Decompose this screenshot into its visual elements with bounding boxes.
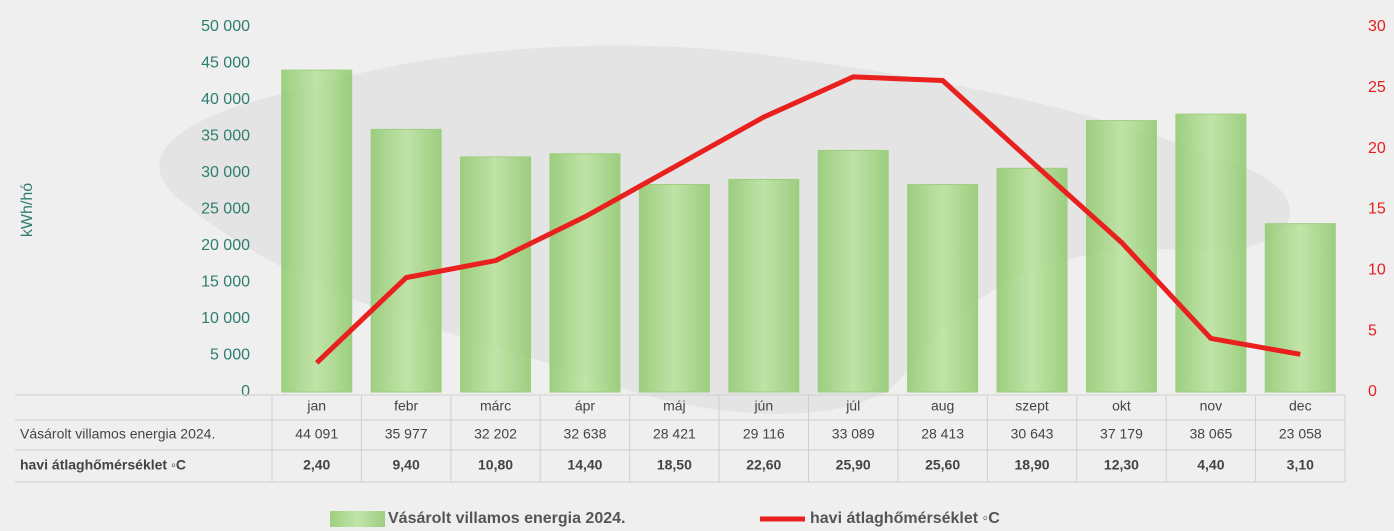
x-tick-label: márc (480, 398, 511, 414)
table-row-header: Vásárolt villamos energia 2024. (20, 426, 215, 442)
x-tick-label: dec (1289, 398, 1312, 414)
y-tick-label: 50 000 (201, 18, 250, 35)
data-label: 25,90 (836, 457, 871, 473)
bar (1175, 113, 1247, 393)
data-label: 32 202 (474, 426, 517, 442)
data-label: 9,40 (393, 457, 420, 473)
data-label: 32 638 (564, 426, 607, 442)
data-label: 14,40 (567, 457, 602, 473)
y-tick-label: 15 000 (201, 274, 250, 291)
x-tick-label: ápr (575, 398, 596, 414)
x-tick-label: szept (1015, 398, 1049, 414)
y2-tick-label: 15 (1368, 201, 1386, 218)
bar (549, 153, 621, 393)
bar (638, 184, 710, 393)
data-label: 18,50 (657, 457, 692, 473)
data-label: 23 058 (1279, 426, 1322, 442)
bar (728, 178, 800, 393)
legend-label: havi átlaghőmérséklet ◦C (810, 510, 1000, 527)
data-label: 38 065 (1189, 426, 1232, 442)
legend-swatch (330, 511, 385, 527)
bar (1264, 223, 1336, 393)
data-label: 44 091 (295, 426, 338, 442)
data-label: 12,30 (1104, 457, 1139, 473)
y2-tick-label: 5 (1368, 322, 1377, 339)
data-label: 30 643 (1011, 426, 1054, 442)
x-tick-label: máj (663, 398, 686, 414)
legend-label: Vásárolt villamos energia 2024. (388, 510, 625, 527)
y-tick-label: 35 000 (201, 128, 250, 145)
bar (996, 167, 1068, 393)
data-label: 35 977 (385, 426, 428, 442)
data-label: 37 179 (1100, 426, 1143, 442)
data-label: 29 116 (743, 426, 785, 442)
x-tick-label: jan (306, 398, 326, 414)
y-tick-label: 20 000 (201, 237, 250, 254)
data-label: 22,60 (746, 457, 781, 473)
bar (460, 156, 532, 393)
line (314, 74, 1301, 365)
x-tick-label: okt (1112, 398, 1131, 414)
y-tick-label: 45 000 (201, 55, 250, 72)
data-label: 4,40 (1197, 457, 1224, 473)
data-label: 28 413 (921, 426, 964, 442)
x-tick-label: febr (394, 398, 418, 414)
y-tick-label: 0 (241, 383, 250, 400)
bar (1085, 120, 1157, 393)
y-tick-label: 5 000 (210, 347, 250, 364)
y-tick-label: 40 000 (201, 91, 250, 108)
x-tick-label: júl (845, 398, 860, 414)
y2-tick-label: 25 (1368, 79, 1386, 96)
data-label: 3,10 (1287, 457, 1314, 473)
x-tick-label: nov (1200, 398, 1223, 414)
x-tick-label: aug (931, 398, 954, 414)
data-label: 18,90 (1015, 457, 1050, 473)
data-label: 33 089 (832, 426, 875, 442)
data-label: 25,60 (925, 457, 960, 473)
y2-tick-label: 30 (1368, 18, 1386, 35)
data-label: 10,80 (478, 457, 513, 473)
bar (907, 184, 979, 393)
y-tick-label: 30 000 (201, 164, 250, 181)
x-tick-label: jún (753, 398, 773, 414)
y2-tick-label: 20 (1368, 140, 1386, 157)
data-label: 2,40 (303, 457, 330, 473)
bar (281, 69, 353, 393)
y-tick-label: 10 000 (201, 310, 250, 327)
data-label: 28 421 (653, 426, 696, 442)
bar (817, 149, 889, 393)
y2-tick-label: 10 (1368, 262, 1386, 279)
bar (370, 128, 442, 393)
table-row-header: havi átlaghőmérséklet ◦C (20, 457, 186, 473)
y-tick-label: 25 000 (201, 201, 250, 218)
y-axis-label: kWh/hó (19, 183, 36, 237)
y2-tick-label: 0 (1368, 383, 1377, 400)
